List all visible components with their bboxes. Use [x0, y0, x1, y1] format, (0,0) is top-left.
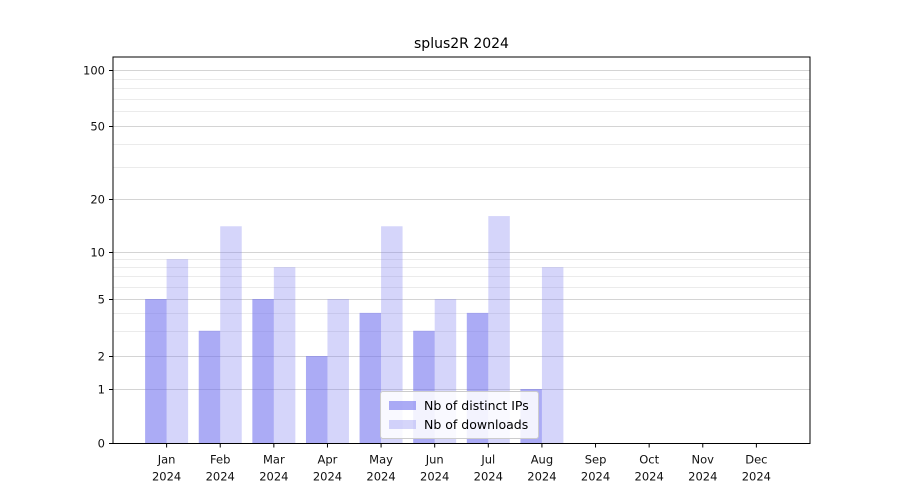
x-tick-label-month: Jan	[157, 453, 176, 467]
bar-nb-of-distinct-ips-may	[359, 312, 382, 444]
x-tick-label-month: Jul	[480, 453, 495, 467]
legend-item: Nb of distinct IPs	[389, 398, 529, 413]
x-tick-label-month: Feb	[210, 453, 230, 467]
x-tick-label-year: 2024	[206, 470, 235, 484]
bar-nb-of-downloads-aug	[541, 267, 564, 444]
bar-nb-of-distinct-ips-apr	[305, 356, 328, 444]
x-tick-label-month: May	[369, 453, 393, 467]
bar-nb-of-downloads-apr	[327, 299, 349, 444]
y-tick-label: 50	[90, 120, 105, 134]
y-tick-label: 0	[98, 437, 105, 451]
x-tick-label-year: 2024	[527, 470, 556, 484]
x-tick-label-month: Oct	[639, 453, 659, 467]
bar-nb-of-distinct-ips-jan	[145, 299, 167, 444]
y-tick-label: 20	[90, 193, 105, 207]
x-tick-label-year: 2024	[474, 470, 503, 484]
y-tick-label: 5	[98, 293, 105, 307]
bar-nb-of-downloads-jan	[166, 259, 189, 444]
bar-nb-of-downloads-jul	[488, 216, 510, 444]
bar-nb-of-distinct-ips-feb	[198, 330, 221, 444]
x-tick-label-year: 2024	[313, 470, 342, 484]
legend-swatch-icon	[389, 420, 416, 429]
x-tick-label-year: 2024	[688, 470, 717, 484]
bar-nb-of-distinct-ips-mar	[252, 299, 274, 444]
chart-title: splus2R 2024	[414, 36, 509, 52]
x-tick-label-month: Mar	[263, 453, 285, 467]
x-tick-label-month: Nov	[692, 453, 715, 467]
x-tick-label-year: 2024	[742, 470, 771, 484]
legend-label: Nb of downloads	[424, 417, 529, 432]
bar-nb-of-downloads-feb	[220, 226, 242, 444]
x-tick-label-month: Aug	[531, 453, 553, 467]
x-tick-label-year: 2024	[152, 470, 181, 484]
x-tick-label-year: 2024	[420, 470, 449, 484]
x-tick-label-year: 2024	[581, 470, 610, 484]
x-tick-label-month: Jun	[425, 453, 444, 467]
y-tick-label: 1	[98, 383, 105, 397]
bar-nb-of-downloads-mar	[273, 267, 296, 444]
legend-label: Nb of distinct IPs	[424, 398, 529, 413]
y-tick-label: 100	[83, 64, 105, 78]
legend-swatch-icon	[389, 401, 416, 410]
y-tick-label: 10	[90, 246, 105, 260]
legend-item: Nb of downloads	[389, 417, 529, 432]
plot-area-border	[112, 56, 811, 444]
legend: Nb of distinct IPs Nb of downloads	[380, 391, 539, 439]
x-tick-label-year: 2024	[635, 470, 664, 484]
x-tick-label-year: 2024	[259, 470, 288, 484]
bar-nb-of-downloads-may	[381, 226, 403, 444]
x-tick-label-month: Sep	[585, 453, 607, 467]
x-tick-label-month: Dec	[745, 453, 767, 467]
x-tick-label-year: 2024	[366, 470, 395, 484]
y-tick-label: 2	[98, 350, 105, 364]
x-tick-label-month: Apr	[318, 453, 338, 467]
